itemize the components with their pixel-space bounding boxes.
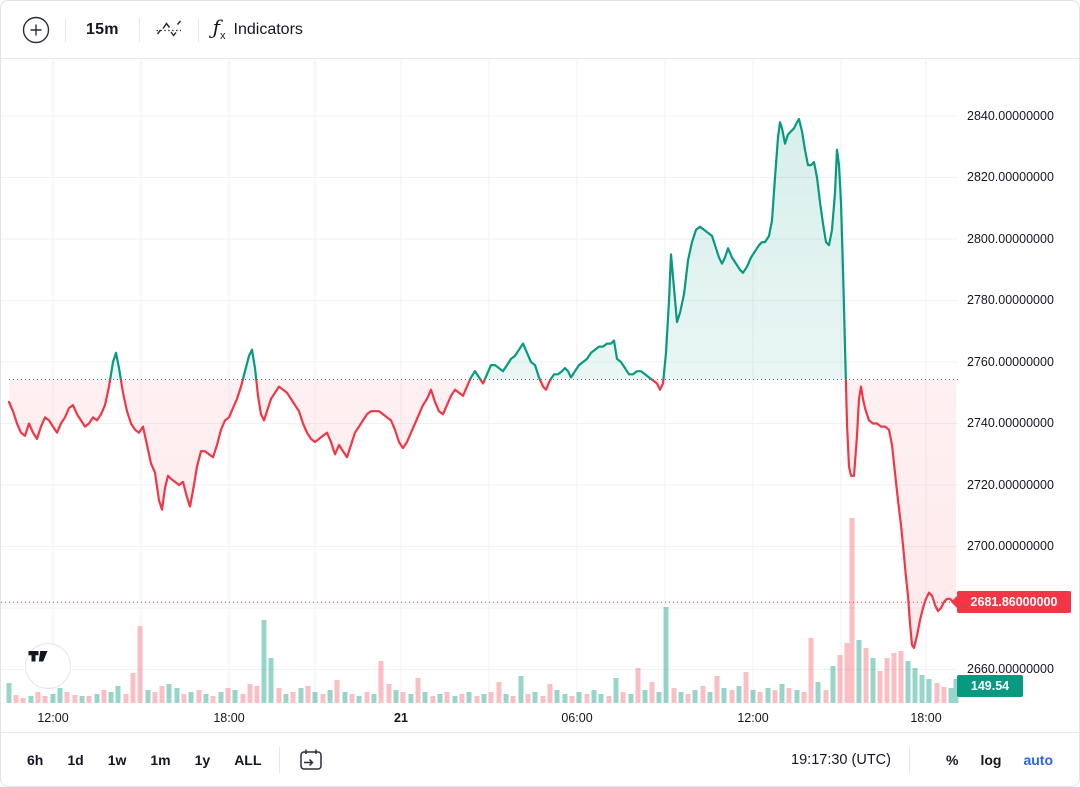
auto-scale-toggle[interactable]: auto (1023, 751, 1053, 768)
price-axis-label: 2700.00000000 (967, 539, 1054, 553)
log-scale-toggle[interactable]: log (980, 751, 1002, 768)
range-selector: 6h 1d 1w 1m 1y ALL (27, 752, 261, 768)
tradingview-logo[interactable] (25, 643, 71, 689)
range-all[interactable]: ALL (234, 751, 262, 768)
volume-value-badge: 149.54 (957, 675, 1023, 697)
add-symbol-button[interactable] (21, 15, 51, 45)
price-line-down[interactable] (7, 119, 958, 650)
plus-circle-icon (22, 16, 50, 43)
price-axis-label: 2800.00000000 (967, 231, 1054, 246)
time-axis-label: 18:00 (910, 711, 942, 725)
fx-icon: ƒx (212, 15, 226, 42)
area-fill-up (9, 119, 956, 380)
toolbar-separator (908, 746, 910, 773)
tradingview-logo-icon (28, 651, 48, 662)
range-1m[interactable]: 1m (150, 751, 171, 768)
time-axis-label: 12:00 (737, 711, 769, 725)
price-axis-label: 2820.00000000 (967, 170, 1054, 184)
indicators-label: Indicators (233, 20, 303, 38)
chart-area[interactable]: 2840.00000000 2820.00000000 2800.00000000 2… (1, 58, 1079, 734)
indicators-button[interactable]: ƒx Indicators (213, 17, 303, 42)
chart-style-button[interactable] (154, 15, 184, 45)
price-axis-label: 2740.00000000 (967, 416, 1054, 430)
price-axis-label: 2720.00000000 (967, 477, 1054, 492)
time-axis-label: 18:00 (213, 711, 245, 725)
volume-bars (6, 518, 959, 703)
calendar-icon (300, 749, 323, 770)
top-toolbar: 15m ƒx Indicators (1, 1, 1079, 59)
toolbar-separator (279, 746, 281, 773)
toolbar-separator (65, 17, 66, 42)
range-1w[interactable]: 1w (107, 751, 127, 768)
time-axis-label: 06:00 (561, 711, 593, 725)
percent-scale-toggle[interactable]: % (945, 751, 959, 768)
go-to-date-button[interactable] (298, 747, 324, 773)
scale-options: % log auto (946, 752, 1053, 768)
interval-button[interactable]: 15m (86, 20, 119, 38)
price-axis-label: 2660.00000000 (967, 662, 1054, 676)
range-1y[interactable]: 1y (194, 751, 211, 768)
bottom-toolbar: 6h 1d 1w 1m 1y ALL 19:17:30 (UTC) % log … (1, 732, 1079, 786)
price-volume-plot (1, 58, 959, 703)
range-1d[interactable]: 1d (67, 751, 84, 768)
price-axis-label: 2780.00000000 (967, 293, 1054, 307)
price-axis-label: 2760.00000000 (967, 354, 1054, 369)
time-axis-label: 12:00 (37, 711, 69, 725)
toolbar-separator (197, 17, 199, 42)
clock-utc[interactable]: 19:17:30 (UTC) (791, 751, 891, 768)
range-6h[interactable]: 6h (27, 751, 44, 768)
time-axis-label: 21 (394, 711, 408, 725)
price-line-up[interactable] (9, 118, 956, 648)
toolbar-separator (138, 17, 140, 42)
last-price-badge: 2681.86000000 (957, 591, 1071, 614)
baseline-style-icon (156, 20, 181, 37)
price-axis-label: 2840.00000000 (967, 108, 1054, 123)
